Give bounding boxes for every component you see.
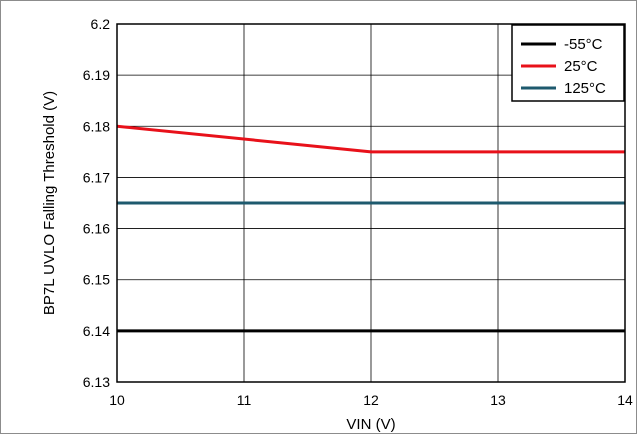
series-line-1 — [116, 124, 625, 154]
legend: -55°C 25°C 125°C — [511, 24, 625, 102]
x-tick-label: 12 — [363, 392, 379, 408]
y-tick-label: 6.17 — [83, 169, 110, 185]
x-tick-label: 14 — [617, 392, 633, 408]
y-tick-label: 6.16 — [83, 221, 110, 237]
tick-layer: 10 11 12 13 14 6.13 6.14 6.15 6.16 6.17 6.18 6.19 6.… — [83, 16, 633, 408]
y-axis-title: BP7L UVLO Falling Threshold (V) — [41, 91, 58, 315]
y-tick-label: 6.2 — [91, 16, 111, 32]
y-tick-label: 6.18 — [83, 118, 110, 134]
y-tick-label: 6.19 — [83, 67, 110, 83]
legend-label: 125°C — [564, 80, 606, 97]
series-layer — [116, 124, 625, 333]
y-tick-label: 6.14 — [83, 323, 110, 339]
x-tick-label: 11 — [237, 392, 252, 408]
legend-label: -55°C — [564, 36, 603, 53]
plot-border — [116, 23, 626, 383]
legend-label: 25°C — [564, 58, 598, 75]
x-tick-label: 10 — [109, 392, 125, 408]
x-axis-title: VIN (V) — [346, 416, 395, 433]
x-tick-label: 13 — [490, 392, 506, 408]
y-tick-label: 6.13 — [83, 374, 110, 390]
y-tick-label: 6.15 — [83, 272, 110, 288]
